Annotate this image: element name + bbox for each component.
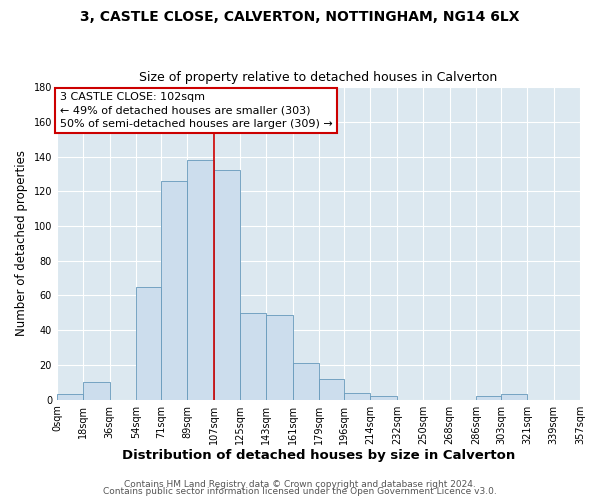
Bar: [344, 393, 370, 400]
Bar: [476, 396, 501, 400]
Bar: [214, 170, 240, 400]
Text: Contains public sector information licensed under the Open Government Licence v3: Contains public sector information licen…: [103, 487, 497, 496]
Bar: [136, 287, 161, 400]
Bar: [266, 314, 293, 400]
X-axis label: Distribution of detached houses by size in Calverton: Distribution of detached houses by size …: [122, 450, 515, 462]
Bar: [501, 394, 527, 400]
Bar: [83, 382, 110, 400]
Bar: [319, 379, 344, 400]
Text: Contains HM Land Registry data © Crown copyright and database right 2024.: Contains HM Land Registry data © Crown c…: [124, 480, 476, 489]
Bar: [293, 363, 319, 400]
Bar: [57, 394, 83, 400]
Bar: [240, 313, 266, 400]
Bar: [370, 396, 397, 400]
Text: 3, CASTLE CLOSE, CALVERTON, NOTTINGHAM, NG14 6LX: 3, CASTLE CLOSE, CALVERTON, NOTTINGHAM, …: [80, 10, 520, 24]
Bar: [161, 181, 187, 400]
Y-axis label: Number of detached properties: Number of detached properties: [15, 150, 28, 336]
Title: Size of property relative to detached houses in Calverton: Size of property relative to detached ho…: [139, 72, 497, 85]
Bar: [187, 160, 214, 400]
Text: 3 CASTLE CLOSE: 102sqm
← 49% of detached houses are smaller (303)
50% of semi-de: 3 CASTLE CLOSE: 102sqm ← 49% of detached…: [60, 92, 332, 128]
